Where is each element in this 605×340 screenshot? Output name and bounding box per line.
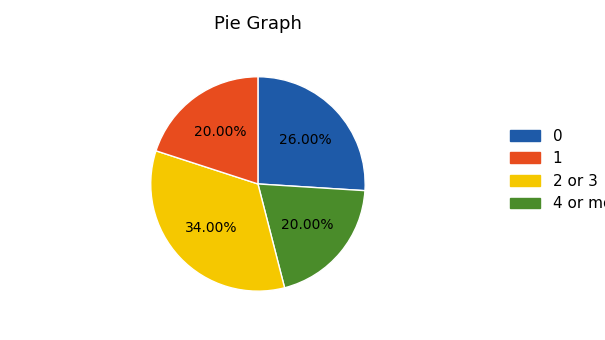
Wedge shape (258, 77, 365, 191)
Title: Pie Graph: Pie Graph (214, 15, 302, 33)
Text: 20.00%: 20.00% (194, 125, 246, 139)
Wedge shape (151, 151, 284, 291)
Text: 26.00%: 26.00% (278, 133, 331, 147)
Legend: 0, 1, 2 or 3, 4 or more: 0, 1, 2 or 3, 4 or more (504, 122, 605, 218)
Text: 34.00%: 34.00% (185, 221, 237, 235)
Text: 20.00%: 20.00% (281, 218, 334, 232)
Wedge shape (156, 77, 258, 184)
Wedge shape (258, 184, 365, 288)
